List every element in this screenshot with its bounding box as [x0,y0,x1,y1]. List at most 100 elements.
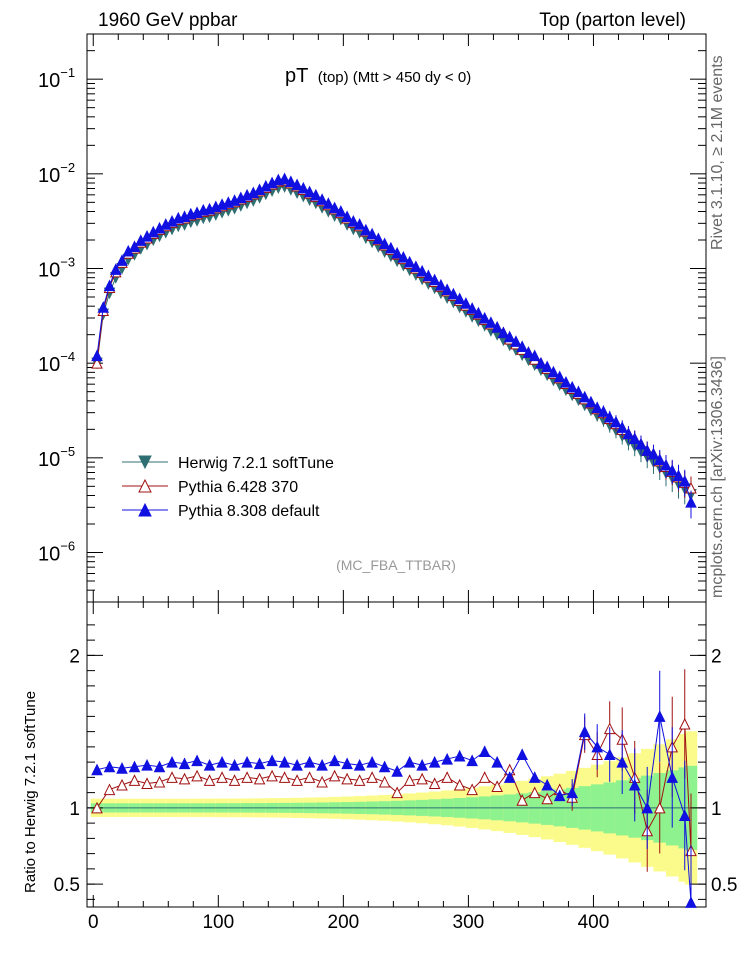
data-point [303,185,316,198]
ratio-point [491,756,503,768]
data-point [347,214,360,227]
ratio-point [678,809,691,821]
data-point [528,349,541,362]
data-point [453,292,466,305]
data-point [685,496,697,508]
data-point [635,437,647,450]
y-tick-exponent: −3 [60,255,75,270]
ratio-point [141,759,153,771]
data-point [128,240,141,252]
ratio-point [528,771,541,783]
data-point [622,427,635,440]
legend-label: Pythia 6.428 370 [178,479,298,496]
ratio-point [266,769,278,782]
data-point [447,287,460,300]
ratio-point [278,756,291,768]
data-point [397,250,410,263]
ratio-point [91,801,103,814]
data-point [278,172,291,185]
ratio-tick-label-left: 1 [69,799,80,820]
ratio-point [241,756,253,768]
data-point [516,340,528,352]
data-point [410,260,422,272]
data-point [597,405,610,417]
legend-label: Herwig 7.2.1 softTune [178,455,334,472]
ratio-tick-label-right: 0.5 [711,875,737,896]
data-point [285,175,297,187]
ratio-point [541,778,553,791]
data-point [641,444,654,456]
ratio-point [228,759,241,771]
ratio-point [103,783,116,796]
ratio-point [616,756,629,768]
ratio-point [303,756,316,768]
ratio-point [466,783,478,796]
ratio-plot-frame [86,601,707,908]
axes-ticks: 0 100 200 300 400 10−6 10−5 10−4 10−3 10−2 10−1 0.5… [38,34,737,933]
y-tick-label: 10−2 [38,160,75,187]
data-point [491,321,503,333]
data-point [560,376,572,388]
ratio-point [291,759,303,771]
ratio-point [228,774,241,786]
ratio-point [591,740,604,753]
data-point [435,278,447,291]
ratio-point [153,775,166,788]
ratio-point [578,725,591,738]
y-tick-label: 10−5 [38,444,75,471]
y-tick-exponent: −2 [60,160,75,175]
ratio-point [278,771,291,783]
ratio-point [491,780,503,793]
data-point [647,447,660,460]
rivet-version-label: Rivet 3.1.10, ≥ 2.1M events [709,55,726,250]
ratio-point [441,752,453,765]
ratio-point [341,757,353,770]
data-point [403,255,416,268]
data-point [91,357,103,369]
data-point [553,370,566,383]
legend-marker [138,502,152,517]
ratio-point [478,745,491,757]
ratio-point [516,794,528,806]
data-point [466,302,478,314]
data-point [366,227,378,240]
ratio-point [291,774,303,786]
data-point [91,349,103,362]
ratio-point [516,748,528,760]
data-point [103,279,116,292]
plot-title-main: pT [285,65,308,87]
data-point [441,283,453,296]
ratio-point [603,748,616,760]
ratio-point [128,774,141,786]
ratio-point [316,775,328,788]
main-series [91,172,697,519]
data-point [547,365,560,378]
data-point [391,246,403,259]
data-point [316,193,328,205]
ratio-point [316,759,328,771]
data-point [585,395,597,408]
ratio-point [266,754,278,767]
data-point [378,237,391,250]
ratio-point [453,749,466,762]
data-point [485,316,497,328]
ratio-point [153,760,166,773]
ratio-point [328,769,341,782]
data-point [672,469,685,482]
ratio-point [253,757,266,770]
ratio-point [241,771,253,783]
ratio-point [541,792,553,805]
data-point [416,264,428,277]
ratio-point [366,756,378,768]
data-point [97,301,110,313]
ratio-point [253,772,266,785]
data-point [603,410,616,423]
ratio-point [116,762,128,774]
ratio-point [653,710,666,722]
ratio-point [403,774,416,786]
y-tick-label: 10−6 [38,539,75,566]
ratio-point [528,786,541,799]
data-point [472,306,485,319]
ratio-point [166,771,178,783]
data-point [678,474,691,487]
